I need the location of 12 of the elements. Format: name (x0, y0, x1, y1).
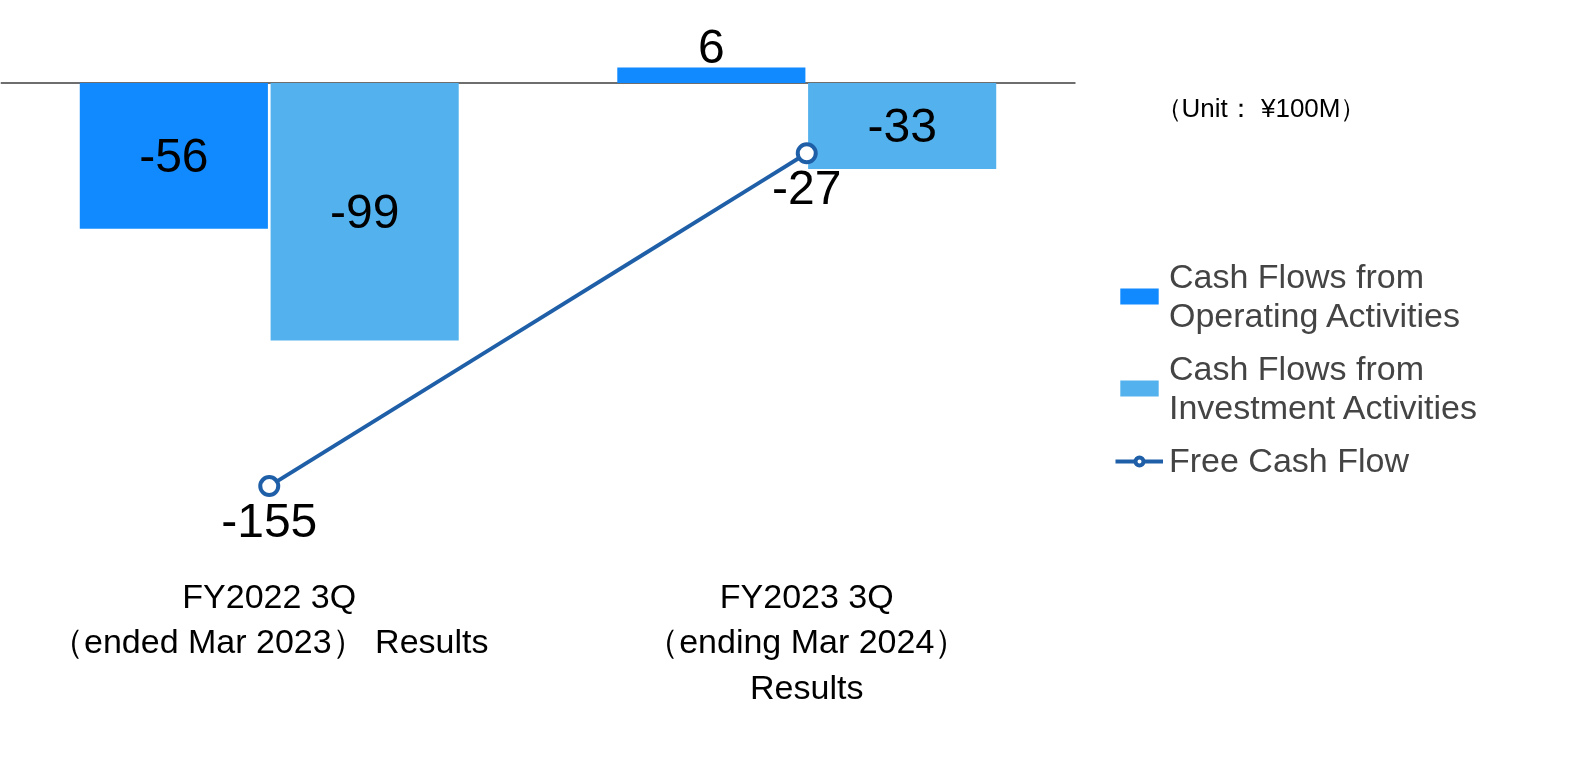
data-label: -33 (867, 99, 937, 153)
x-tick-label: FY2023 3Q （ending Mar 2024） Results (645, 576, 969, 706)
legend-label: Cash Flows from Investment Activities (1169, 349, 1478, 427)
x-tick-label: FY2022 3Q （ended Mar 2023） Results (50, 576, 489, 661)
data-label: -99 (329, 185, 400, 239)
data-label: -155 (221, 494, 318, 548)
legend-label: Cash Flows from Operating Activities (1169, 257, 1461, 335)
legend-label: Free Cash Flow (1169, 441, 1409, 480)
text: （Unit： ¥100M） (1155, 93, 1367, 124)
data-label: 6 (698, 20, 725, 74)
data-label: -56 (139, 129, 209, 183)
data-label: -27 (772, 161, 842, 215)
